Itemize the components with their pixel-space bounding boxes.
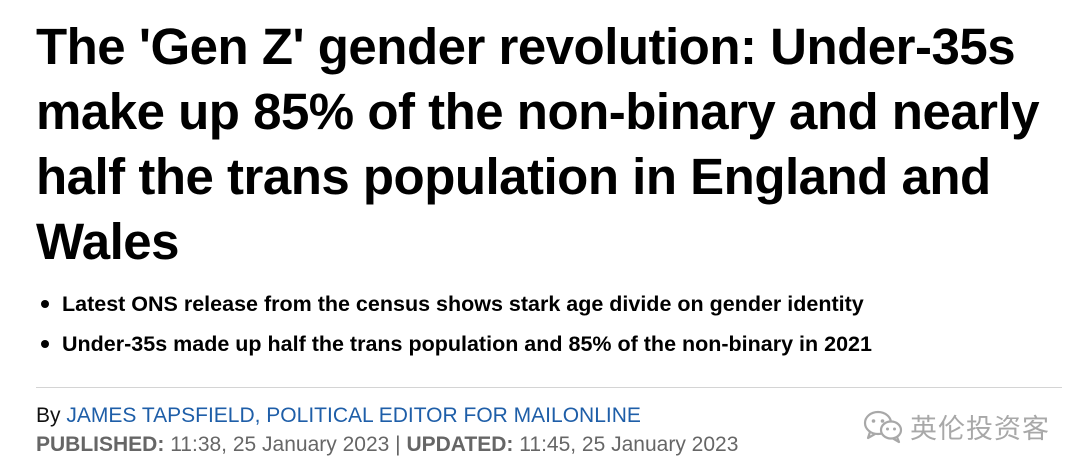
byline: By JAMES TAPSFIELD, POLITICAL EDITOR FOR…: [36, 402, 641, 430]
byline-prefix: By: [36, 404, 61, 427]
summary-bullet-text: Latest ONS release from the census shows…: [62, 292, 864, 316]
summary-bullet-text: Under-35s made up half the trans populat…: [62, 332, 872, 356]
watermark: 英伦投资客: [862, 404, 1050, 448]
published-date: 11:38, 25 January 2023: [170, 433, 390, 456]
published-label: PUBLISHED:: [36, 433, 165, 456]
updated-date: 11:45, 25 January 2023: [519, 433, 739, 456]
author-link[interactable]: JAMES TAPSFIELD, POLITICAL EDITOR FOR MA…: [66, 404, 641, 427]
wechat-icon: [863, 410, 903, 444]
bullet-dot-icon: [41, 340, 49, 348]
bullet-dot-icon: [41, 300, 49, 308]
date-separator: |: [395, 433, 401, 456]
article-dates: PUBLISHED: 11:38, 25 January 2023 | UPDA…: [36, 430, 738, 460]
summary-bullet: Latest ONS release from the census shows…: [38, 284, 1068, 324]
watermark-text: 英伦投资客: [910, 413, 1050, 445]
summary-bullets: Latest ONS release from the census shows…: [38, 284, 1068, 364]
headline: The 'Gen Z' gender revolution: Under-35s…: [36, 18, 1040, 270]
updated-label: UPDATED:: [406, 433, 514, 456]
summary-bullet: Under-35s made up half the trans populat…: [38, 324, 1068, 364]
divider: [36, 387, 1062, 388]
